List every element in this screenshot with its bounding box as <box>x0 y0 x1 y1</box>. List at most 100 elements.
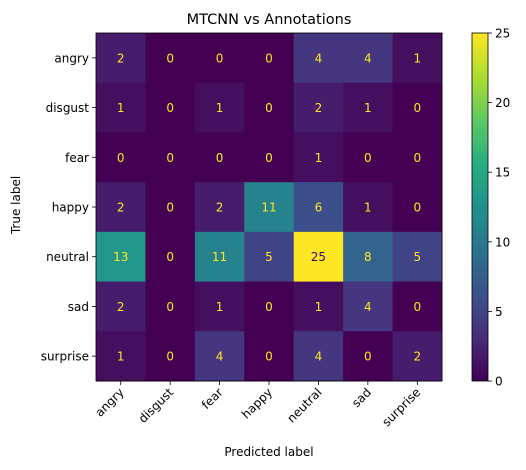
cell-value-label: 0 <box>166 250 174 264</box>
colorbar-tick-label: 0 <box>495 375 503 389</box>
cell-value-label: 4 <box>364 51 372 65</box>
heatmap-cell <box>244 182 295 233</box>
heatmap-cell <box>343 82 394 133</box>
cell-value-label: 0 <box>413 101 421 115</box>
heatmap-cell <box>244 132 295 183</box>
cell-value-label: 0 <box>265 350 273 364</box>
cell-value-label: 25 <box>311 250 326 264</box>
heatmap-cell <box>145 82 196 133</box>
cell-value-label: 2 <box>117 300 125 314</box>
y-tick-label: fear <box>65 151 89 165</box>
heatmap-cell <box>145 331 196 382</box>
heatmap-cell <box>293 281 344 332</box>
cell-value-label: 0 <box>166 101 174 115</box>
cell-value-label: 1 <box>117 350 125 364</box>
heatmap-cell <box>145 182 196 233</box>
y-tick-label: sad <box>68 300 89 314</box>
cell-value-label: 11 <box>261 201 276 215</box>
heatmap-cell <box>244 33 295 84</box>
cell-value-label: 0 <box>216 151 224 165</box>
x-tick-label: surprise <box>379 385 423 429</box>
cell-value-label: 0 <box>265 51 273 65</box>
x-tick-label: neutral <box>284 385 324 425</box>
cell-value-label: 5 <box>265 250 273 264</box>
cell-value-label: 0 <box>216 51 224 65</box>
cell-value-label: 4 <box>315 350 323 364</box>
heatmap-cell <box>96 33 146 84</box>
heatmap-cell <box>343 281 394 332</box>
x-tick-label: fear <box>199 385 226 412</box>
cell-value-label: 2 <box>315 101 323 115</box>
y-axis-label: True label <box>9 176 23 235</box>
heatmap-cell <box>145 33 196 84</box>
x-tick-label: angry <box>92 385 126 419</box>
colorbar-tick-label: 20 <box>495 96 510 110</box>
cell-value-label: 0 <box>166 300 174 314</box>
cell-value-label: 2 <box>117 51 125 65</box>
cell-value-label: 1 <box>364 101 372 115</box>
colorbar-tick-label: 15 <box>495 166 510 180</box>
cell-value-label: 2 <box>216 201 224 215</box>
heatmap-cell <box>244 231 295 283</box>
y-tick-label: angry <box>54 51 89 65</box>
heatmap-cell <box>194 182 245 233</box>
cell-value-label: 1 <box>364 201 372 215</box>
heatmap-cell <box>293 33 344 84</box>
heatmap-cell <box>145 231 196 283</box>
cell-value-label: 1 <box>216 300 224 314</box>
heatmap-cell <box>194 132 245 183</box>
cell-value-label: 2 <box>413 350 421 364</box>
heatmap-cell <box>392 33 443 84</box>
heatmap-cell <box>392 331 443 382</box>
heatmap-cell <box>343 182 394 233</box>
heatmap-cell <box>293 182 344 233</box>
heatmap-cell <box>293 82 344 133</box>
heatmap-cell <box>96 82 146 133</box>
heatmap-cell <box>194 281 245 332</box>
heatmap-cell <box>343 231 394 283</box>
cell-value-label: 1 <box>315 300 323 314</box>
heatmap-cell <box>194 82 245 133</box>
cell-value-label: 4 <box>216 350 224 364</box>
cell-value-label: 2 <box>117 201 125 215</box>
cell-value-label: 0 <box>166 151 174 165</box>
cell-value-label: 0 <box>364 151 372 165</box>
colorbar-tick-label: 5 <box>495 305 503 319</box>
heatmap-cell <box>96 281 146 332</box>
cell-value-label: 0 <box>265 300 273 314</box>
heatmap-cell <box>392 82 443 133</box>
y-tick-label: surprise <box>41 350 89 364</box>
y-tick-label: disgust <box>46 101 90 115</box>
heatmap-cell <box>145 281 196 332</box>
heatmap-cell <box>293 231 344 283</box>
x-axis-label: Predicted label <box>224 445 313 459</box>
colorbar <box>471 32 489 382</box>
cell-value-label: 0 <box>265 151 273 165</box>
heatmap-cell <box>343 331 394 382</box>
heatmap-cell <box>194 33 245 84</box>
heatmap-cell <box>194 231 245 283</box>
heatmap-cell <box>343 33 394 84</box>
cell-value-label: 1 <box>413 51 421 65</box>
cell-value-label: 6 <box>315 201 323 215</box>
cell-value-label: 1 <box>216 101 224 115</box>
heatmap-cell <box>392 132 443 183</box>
heatmap-cell <box>96 231 146 283</box>
x-tick-label: disgust <box>136 385 177 426</box>
cell-value-label: 0 <box>413 300 421 314</box>
heatmap-cell <box>145 132 196 183</box>
heatmap-cell <box>392 231 443 283</box>
cell-value-label: 0 <box>117 151 125 165</box>
cell-value-label: 0 <box>413 151 421 165</box>
cell-value-label: 1 <box>117 101 125 115</box>
heatmap-cell <box>96 132 146 183</box>
colorbar-ticks: 0 5 10 15 20 25 <box>488 27 510 389</box>
cell-value-label: 0 <box>166 350 174 364</box>
cell-value-label: 0 <box>413 201 421 215</box>
cell-value-label: 4 <box>364 300 372 314</box>
x-tick-label: happy <box>239 385 275 421</box>
heatmap-cells: 2 0 0 0 4 4 11 0 1 0 2 1 00 0 0 0 1 0 02 0 2 11 6 1 013 0 11 5 25 8 52… <box>96 33 443 382</box>
cell-value-label: 0 <box>166 51 174 65</box>
cell-value-label: 8 <box>364 250 372 264</box>
